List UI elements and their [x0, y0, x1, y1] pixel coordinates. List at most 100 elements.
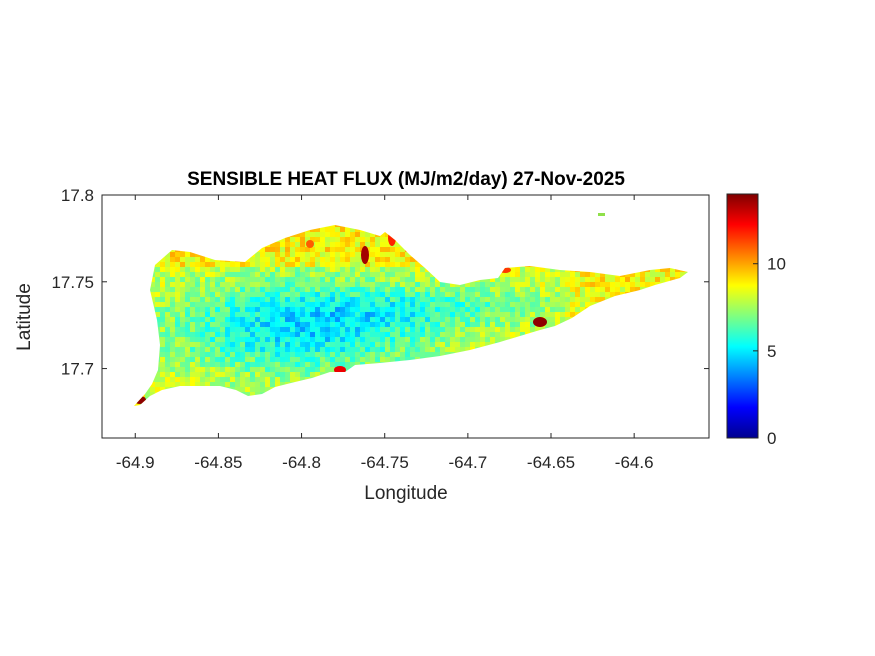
heat-cell [260, 382, 265, 387]
heat-cell [440, 262, 445, 267]
heat-cell [215, 387, 220, 392]
heat-cell [365, 227, 370, 232]
heat-cell [210, 347, 215, 352]
heat-cell [620, 317, 625, 322]
heat-cell [525, 327, 530, 332]
heat-cell [480, 342, 485, 347]
heat-cell [340, 257, 345, 262]
heat-cell [605, 352, 610, 357]
heat-cell [240, 342, 245, 347]
heat-cell [200, 277, 205, 282]
heat-cell [405, 392, 410, 397]
heat-cell [180, 332, 185, 337]
heat-cell [445, 302, 450, 307]
heat-cell [245, 372, 250, 377]
heat-cell [310, 317, 315, 322]
heat-cell [155, 302, 160, 307]
heat-cell [580, 392, 585, 397]
heat-cell [520, 362, 525, 367]
heat-cell [475, 262, 480, 267]
heat-cell [410, 362, 415, 367]
heat-cell [210, 367, 215, 372]
heat-cell [315, 392, 320, 397]
heat-cell [225, 297, 230, 302]
heat-cell [140, 232, 145, 237]
heat-hotspot [361, 246, 369, 264]
heat-cell [455, 225, 460, 227]
heat-cell [355, 282, 360, 287]
heat-cell [400, 247, 405, 252]
heat-cell [245, 252, 250, 257]
heat-cell [690, 317, 695, 322]
heat-cell [180, 372, 185, 377]
heat-cell [255, 287, 260, 292]
heat-cell [640, 347, 645, 352]
heat-cell [430, 387, 435, 392]
heat-cell [560, 297, 565, 302]
heat-cell [405, 377, 410, 382]
heat-cell [445, 397, 450, 402]
heat-cell [180, 352, 185, 357]
heat-cell [300, 267, 305, 272]
heat-cell [380, 377, 385, 382]
heat-cell [505, 342, 510, 347]
heat-cell [605, 252, 610, 257]
heat-cell [330, 337, 335, 342]
heat-cell [625, 362, 630, 367]
heat-cell [530, 367, 535, 372]
heat-cell [220, 225, 225, 227]
heat-cell [545, 237, 550, 242]
heat-cell [235, 267, 240, 272]
heat-cell [690, 342, 695, 347]
heat-cell [400, 262, 405, 267]
heat-cell [405, 307, 410, 312]
heat-cell [620, 382, 625, 387]
heat-cell [175, 317, 180, 322]
heat-cell [610, 382, 615, 387]
heat-cell [465, 402, 470, 406]
heat-cell [660, 322, 665, 327]
heat-cell [690, 232, 695, 237]
heat-cell [530, 282, 535, 287]
heat-cell [455, 367, 460, 372]
heat-cell [690, 337, 695, 342]
heat-cell [390, 312, 395, 317]
heat-cell [485, 357, 490, 362]
heat-cell [220, 297, 225, 302]
heat-cell [255, 225, 260, 227]
heat-cell [135, 287, 140, 292]
heat-cell [510, 297, 515, 302]
heat-cell [380, 227, 385, 232]
heat-cell [625, 352, 630, 357]
heat-cell [540, 402, 545, 406]
heat-cell [235, 292, 240, 297]
heat-cell [555, 227, 560, 232]
heat-cell [440, 357, 445, 362]
heat-cell [515, 332, 520, 337]
heat-cell [360, 277, 365, 282]
heat-cell [455, 262, 460, 267]
heat-cell [590, 387, 595, 392]
heat-cell [475, 292, 480, 297]
heat-cell [640, 342, 645, 347]
heat-cell [620, 342, 625, 347]
heat-cell [280, 247, 285, 252]
heat-cell [275, 337, 280, 342]
heat-cell [375, 292, 380, 297]
heat-cell [205, 282, 210, 287]
heat-cell [345, 262, 350, 267]
heat-cell [690, 382, 695, 387]
heat-cell [170, 287, 175, 292]
heat-cell [285, 307, 290, 312]
heat-cell [690, 247, 695, 252]
heat-cell [430, 337, 435, 342]
heat-cell [330, 387, 335, 392]
heat-cell [375, 302, 380, 307]
heat-cell [350, 242, 355, 247]
heat-cell [520, 262, 525, 267]
heat-cell [605, 317, 610, 322]
heat-cell [500, 382, 505, 387]
heat-cell [465, 307, 470, 312]
heat-cell [545, 357, 550, 362]
heat-cell [595, 357, 600, 362]
